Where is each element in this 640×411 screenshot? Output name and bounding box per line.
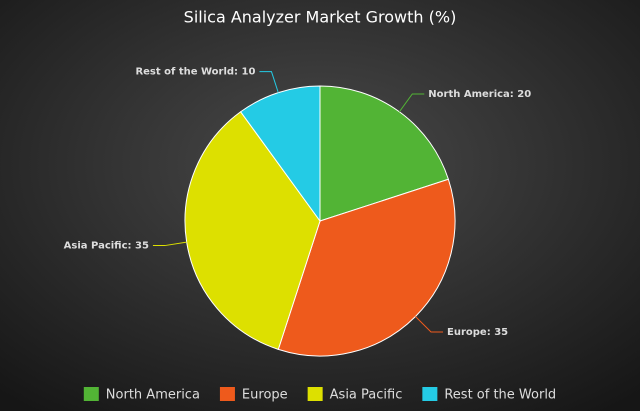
- pie-slice: [239, 85, 321, 223]
- legend-swatch: [307, 387, 323, 401]
- chart-title: Silica Analyzer Market Growth (%): [184, 8, 457, 27]
- data-label: Asia Pacific: 35: [64, 241, 149, 252]
- legend-swatch: [219, 387, 235, 401]
- data-label: North America: 20: [428, 89, 531, 100]
- label-connector: [398, 93, 425, 113]
- label-connector: [259, 71, 279, 93]
- pie-slice: [277, 178, 456, 357]
- legend-label: North America: [106, 388, 200, 403]
- legend-label: Rest of the World: [444, 388, 556, 403]
- legend-label: Europe: [242, 388, 288, 403]
- legend-swatch: [83, 387, 99, 401]
- pie-slice: [184, 111, 321, 351]
- legend-label: Asia Pacific: [330, 388, 403, 403]
- label-connector: [152, 241, 187, 247]
- data-label: Rest of the World: 10: [135, 67, 255, 78]
- label-connector: [415, 316, 444, 333]
- legend: North America Europe Asia Pacific Rest of t…: [83, 387, 556, 403]
- data-label: Europe: 35: [447, 327, 508, 338]
- legend-swatch: [422, 387, 438, 401]
